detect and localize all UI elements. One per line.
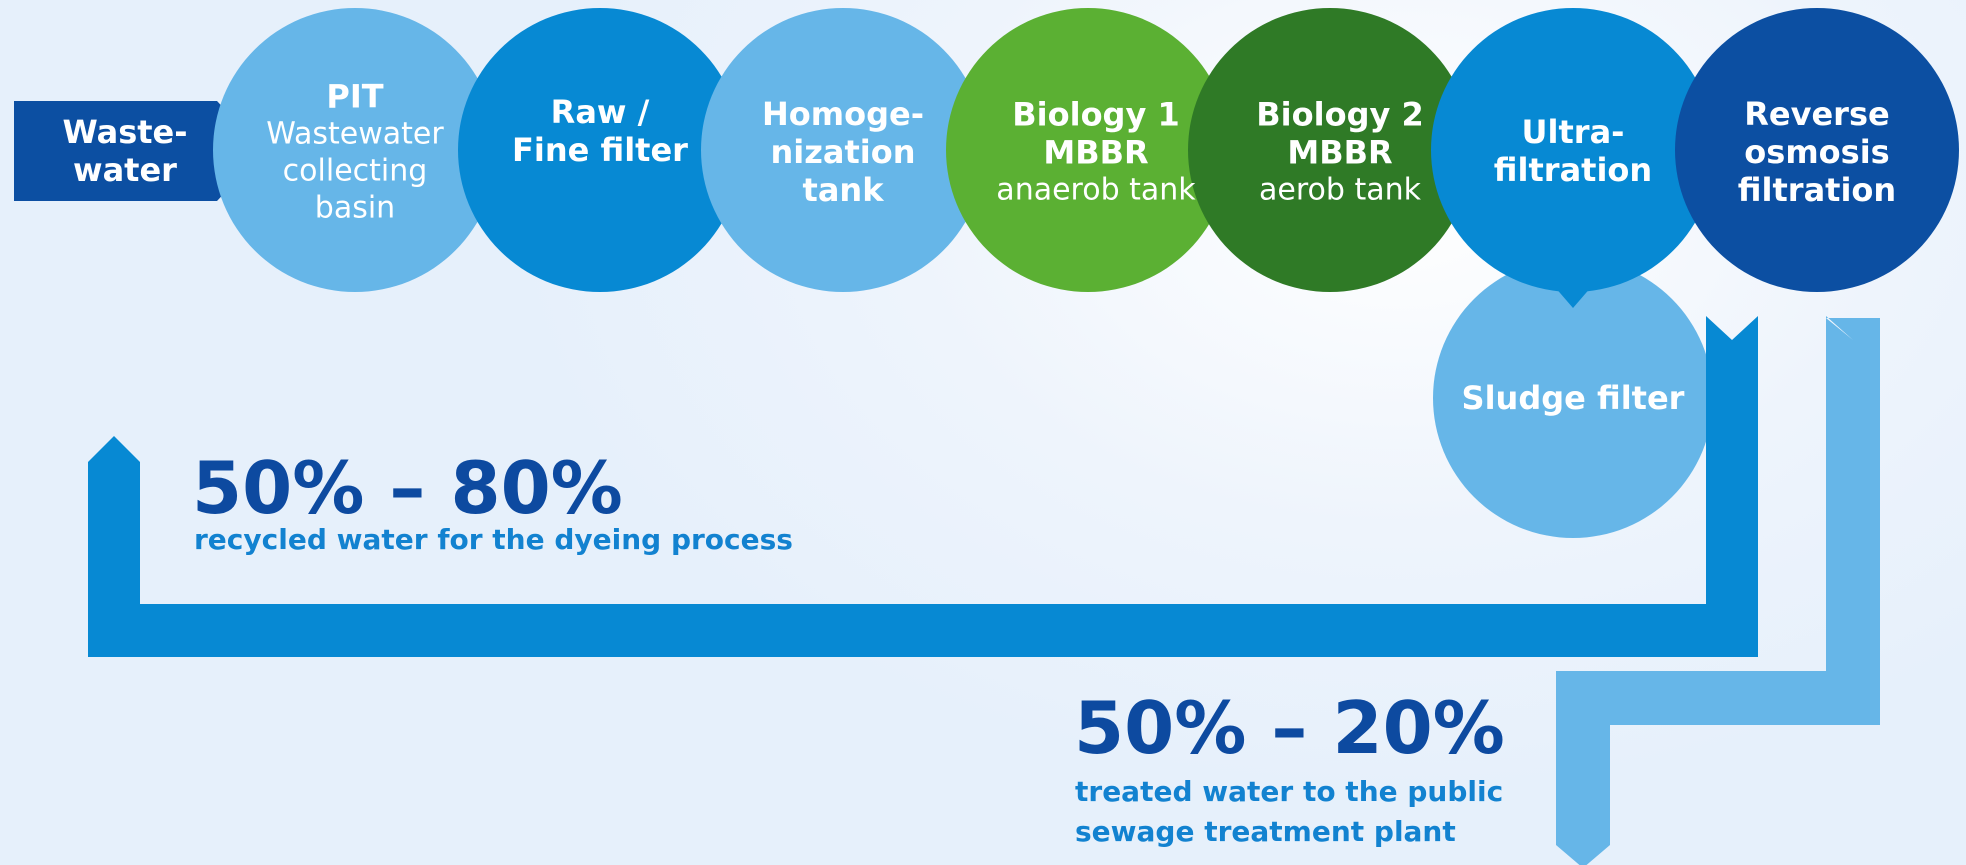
stage-fine-filter-title: Raw / Fine filter — [512, 93, 688, 169]
sludge-filter-circle — [1433, 258, 1713, 538]
stage-ultrafiltration-label: Ultra- filtration — [1494, 113, 1652, 189]
stage-pit-label: PIT Wastewater collecting basin — [266, 78, 443, 227]
stage-pit-title: PIT — [326, 77, 384, 116]
stage-reverse-osmosis-label: Reverse osmosis filtration — [1738, 95, 1896, 209]
wastewater-input-title: Waste- water — [62, 113, 188, 189]
stage-reverse-osmosis-title: Reverse osmosis filtration — [1737, 95, 1897, 209]
treated-caption: treated water to the public sewage treat… — [1075, 775, 1504, 848]
recycled-water-pipe — [88, 316, 1758, 657]
sludge-filter-title: Sludge filter — [1461, 379, 1685, 417]
stage-homogenization-label: Homoge- nization tank — [762, 95, 924, 209]
treated-water-pipe — [1556, 316, 1880, 865]
stage-biology1-subtitle: anaerob tank — [996, 172, 1196, 208]
stage-pit-subtitle: Wastewater collecting basin — [266, 116, 444, 226]
wastewater-input-arrow — [14, 101, 264, 201]
recycled-percent: 50% – 80% — [192, 446, 623, 530]
sludge-filter-label: Sludge filter — [1462, 379, 1685, 417]
stage-fine-filter-label: Raw / Fine filter — [512, 93, 688, 169]
stage-homogenization-title: Homoge- nization tank — [762, 95, 924, 209]
stage-reverse-osmosis-shape — [1675, 8, 1959, 292]
stage-biology2-label: Biology 2 MBBR aerob tank — [1256, 96, 1423, 209]
recycled-caption: recycled water for the dyeing process — [194, 523, 793, 556]
stage-biology1-title: Biology 1 MBBR — [1012, 95, 1180, 172]
stage-biology2-subtitle: aerob tank — [1259, 172, 1421, 208]
stage-biology1-label: Biology 1 MBBR anaerob tank — [996, 96, 1195, 209]
treated-percent: 50% – 20% — [1074, 686, 1505, 770]
wastewater-input-label: Waste- water — [62, 113, 187, 189]
stage-ultrafiltration-title: Ultra- filtration — [1493, 113, 1653, 189]
stage-biology2-title: Biology 2 MBBR — [1256, 95, 1424, 172]
